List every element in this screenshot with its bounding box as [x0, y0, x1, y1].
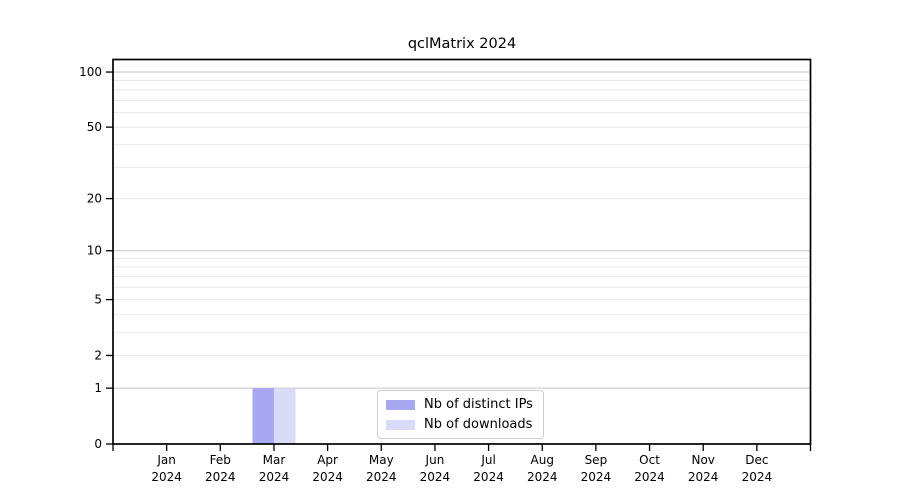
x-axis-tick-label-year: 2024 [634, 470, 665, 484]
bar-nb-of-distinct-ips [252, 388, 274, 444]
x-axis-tick-label-year: 2024 [581, 470, 612, 484]
bar-nb-of-downloads [273, 388, 296, 444]
y-axis-tick-label: 50 [87, 120, 102, 134]
x-axis-tick-label-year: 2024 [205, 470, 236, 484]
legend-entry: Nb of downloads [386, 416, 533, 433]
legend: Nb of distinct IPs Nb of downloads [377, 390, 544, 439]
y-axis-tick-label: 0 [94, 437, 102, 451]
x-axis-tick-label-month: Jan [156, 453, 176, 467]
x-axis-tick-label-month: Feb [210, 453, 231, 467]
x-axis-tick-label-month: Apr [317, 453, 338, 467]
x-axis-tick-label-year: 2024 [151, 470, 182, 484]
x-axis-tick-label-month: Sep [585, 453, 608, 467]
legend-swatch-icon [386, 419, 415, 430]
x-axis-tick-label-year: 2024 [366, 470, 397, 484]
x-axis-tick-label-year: 2024 [259, 470, 290, 484]
legend-label: Nb of downloads [424, 417, 533, 432]
x-axis-tick-label-year: 2024 [527, 470, 558, 484]
y-axis-tick-label: 20 [87, 192, 102, 206]
x-axis-tick-label-year: 2024 [312, 470, 343, 484]
y-axis-tick-label: 100 [79, 65, 102, 79]
chart-title: qclMatrix 2024 [407, 36, 517, 52]
x-axis-tick-label-year: 2024 [742, 470, 773, 484]
y-axis-tick-label: 2 [94, 348, 102, 362]
legend-label: Nb of distinct IPs [424, 397, 533, 412]
x-axis-tick-label-year: 2024 [473, 470, 504, 484]
x-axis-tick-label-month: Jul [480, 453, 495, 467]
y-axis-tick-label: 10 [87, 244, 102, 258]
x-axis-tick-label-month: Jun [425, 453, 445, 467]
x-axis-tick-label-month: Nov [691, 453, 714, 467]
y-axis-tick-label: 1 [94, 381, 102, 395]
x-axis-tick-label-month: May [369, 453, 394, 467]
legend-swatch-icon [386, 399, 415, 410]
y-axis-tick-label: 5 [94, 293, 102, 307]
x-axis-tick-label-month: Dec [745, 453, 768, 467]
x-axis-tick-label-month: Aug [531, 453, 554, 467]
x-axis-tick-label-month: Oct [639, 453, 660, 467]
legend-entry: Nb of distinct IPs [386, 396, 533, 413]
x-axis-tick-label-year: 2024 [688, 470, 719, 484]
x-axis-tick-label-year: 2024 [420, 470, 451, 484]
axes-frame [112, 58, 812, 445]
x-axis-tick-label-month: Mar [263, 453, 286, 467]
